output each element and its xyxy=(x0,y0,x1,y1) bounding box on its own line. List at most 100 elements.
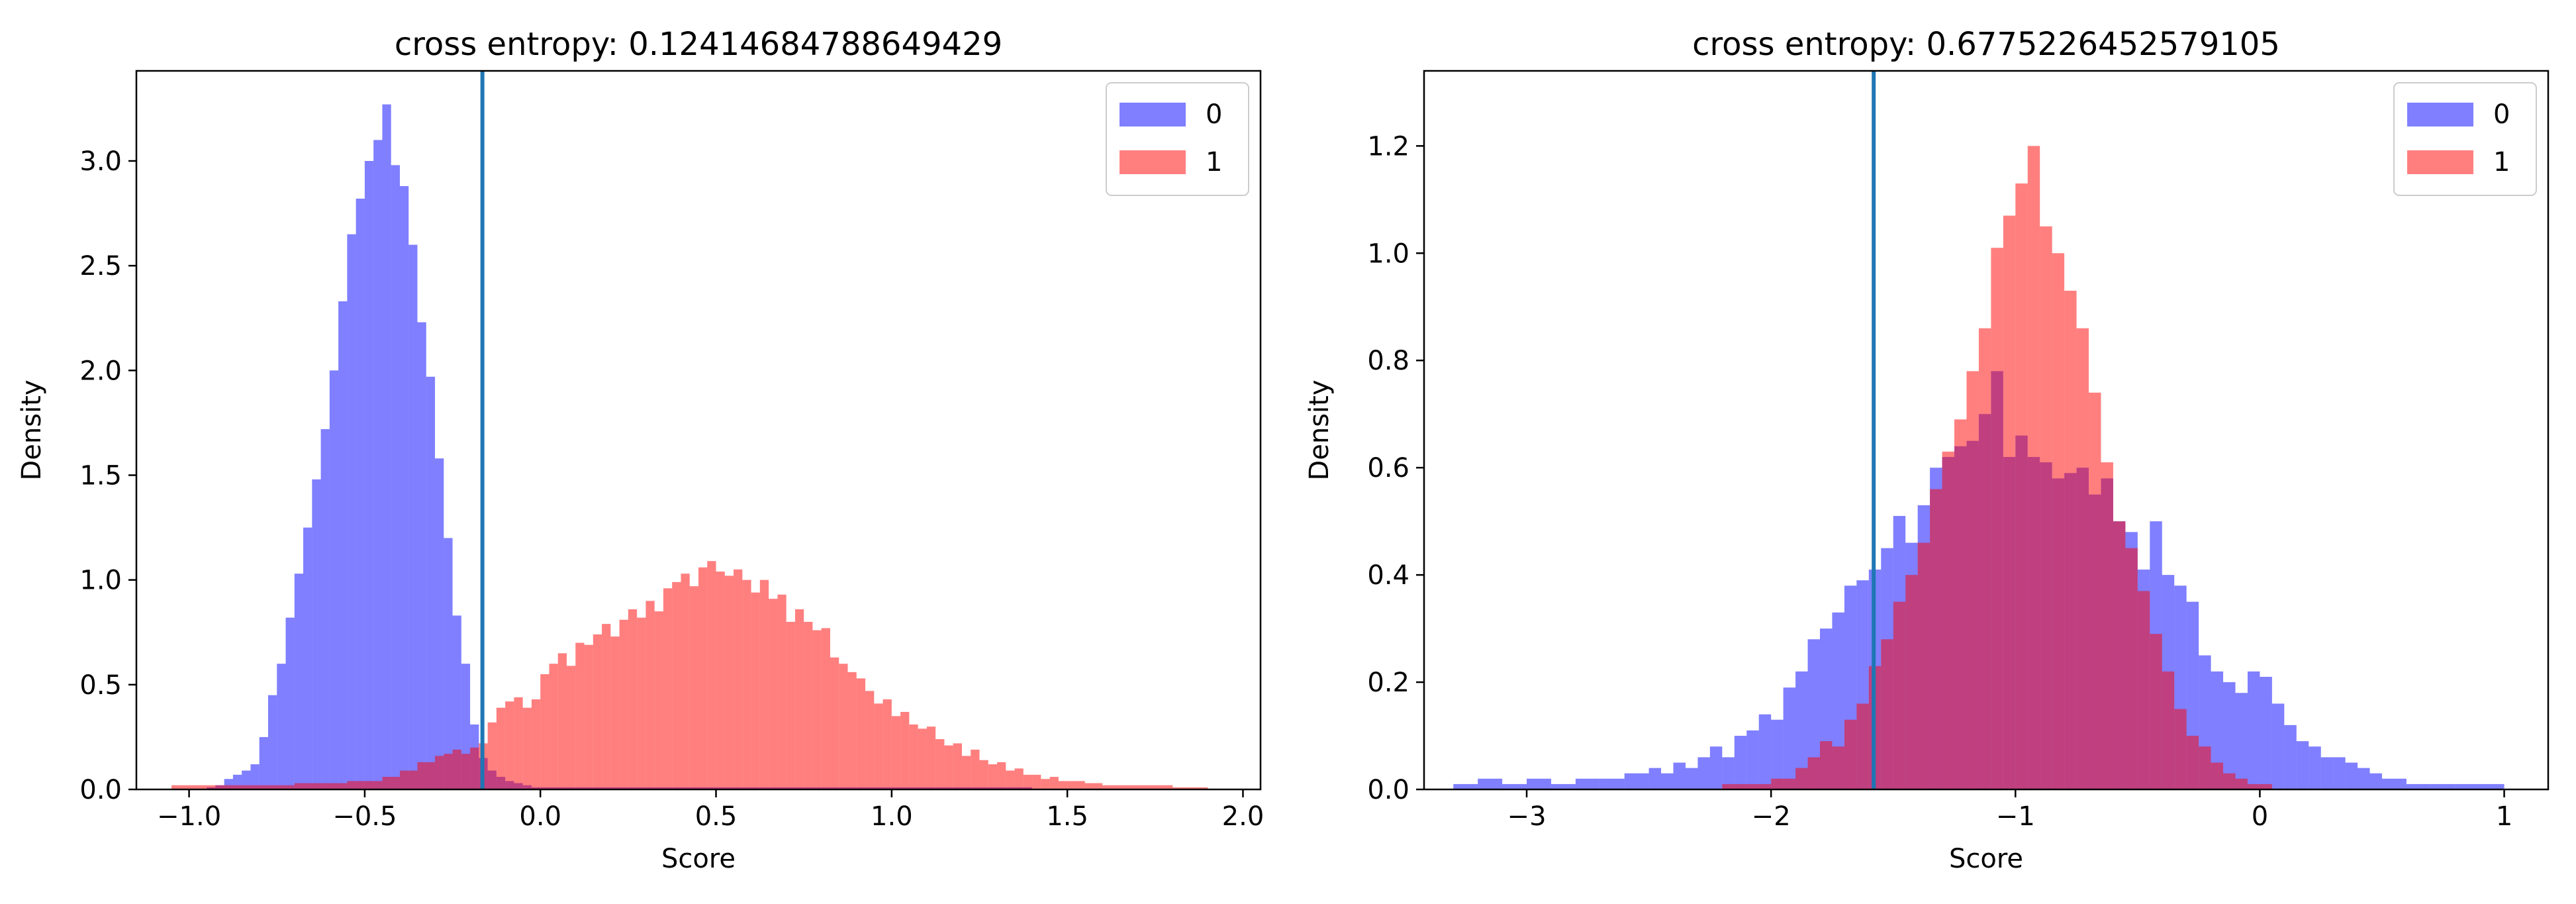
histogram-bar xyxy=(909,724,918,789)
histogram-bar xyxy=(1734,736,1747,789)
histogram-bar xyxy=(2003,215,2016,790)
histogram-bar xyxy=(285,617,295,789)
histogram-bar xyxy=(883,699,892,789)
histogram-bar xyxy=(435,458,444,789)
histogram-bar xyxy=(1991,248,2003,789)
histogram-bar xyxy=(1049,777,1059,789)
histogram-bar xyxy=(259,736,268,789)
legend-swatch xyxy=(1120,150,1186,174)
histogram-bar xyxy=(734,569,743,789)
histogram-bar xyxy=(408,244,418,789)
histogram-bar xyxy=(856,678,866,789)
histogram-bar xyxy=(1624,773,1649,789)
histogram-bar xyxy=(1032,774,1041,789)
histogram-bar xyxy=(681,574,690,789)
y-tick-label: 0.0 xyxy=(79,775,122,805)
histogram-bar xyxy=(1172,787,1208,789)
histogram-bar xyxy=(786,621,795,789)
histogram-bar xyxy=(294,783,348,789)
histogram-bar xyxy=(637,617,646,789)
histogram-bar xyxy=(1722,757,1735,789)
histogram-bar xyxy=(593,634,602,789)
histogram-bar xyxy=(417,762,436,789)
histogram-bar xyxy=(2358,768,2370,789)
x-axis-label: Score xyxy=(1949,844,2023,874)
series-0-bars xyxy=(207,104,1033,790)
histogram-bar xyxy=(2235,693,2248,789)
histogram-bar xyxy=(1661,773,1674,789)
histogram-bar xyxy=(602,624,611,789)
histogram-bar xyxy=(1527,778,1551,789)
y-tick-label: 0.4 xyxy=(1367,560,1409,591)
y-tick-label: 1.2 xyxy=(1367,131,1409,162)
histogram-bar xyxy=(426,376,436,789)
histogram-bar xyxy=(505,701,514,789)
histogram-bar xyxy=(391,165,400,790)
x-tick-label: 0.0 xyxy=(519,801,561,832)
legend-swatch xyxy=(2407,150,2473,174)
histogram-bar xyxy=(2174,709,2187,789)
x-tick-label: 1 xyxy=(2496,801,2512,832)
histogram-bar xyxy=(2260,676,2272,789)
histogram-bar xyxy=(865,691,875,789)
histogram-bar xyxy=(2247,783,2272,789)
histogram-bar xyxy=(399,185,409,789)
histogram-bar xyxy=(2235,778,2248,789)
histogram-bar xyxy=(347,234,356,789)
histogram-bar xyxy=(2333,757,2346,789)
x-tick-label: −1 xyxy=(1996,801,2035,832)
histogram-bar xyxy=(654,611,663,789)
histogram-bar xyxy=(1120,785,1173,789)
histogram-bar xyxy=(645,601,655,789)
histogram-bar xyxy=(698,567,708,789)
histogram-bar xyxy=(1856,703,1869,789)
x-tick-label: 1.5 xyxy=(1046,801,1088,832)
legend-label: 0 xyxy=(1206,99,1222,130)
histogram-bar xyxy=(961,756,971,789)
y-axis-label: Density xyxy=(17,379,47,480)
histogram-bar xyxy=(356,198,365,789)
histogram-bar xyxy=(2223,773,2236,789)
histogram-bar xyxy=(2247,671,2260,789)
histogram-bar xyxy=(2076,328,2089,789)
series-1-bars xyxy=(171,561,1208,789)
histogram-bar xyxy=(2211,762,2224,789)
histogram-bar xyxy=(2113,521,2126,789)
x-tick-label: −1.0 xyxy=(157,801,221,832)
x-axis-label: Score xyxy=(661,844,736,874)
histogram-bar xyxy=(944,745,953,789)
histogram-bar xyxy=(918,728,927,789)
histogram-bar xyxy=(1502,783,1527,789)
histogram-bar xyxy=(1023,774,1033,789)
histogram-bar xyxy=(1795,768,1808,789)
histogram-bar xyxy=(1942,451,1955,789)
x-tick-label: −3 xyxy=(1507,801,1547,832)
histogram-bar xyxy=(399,770,418,789)
histogram-bar xyxy=(531,699,541,789)
histogram-bar xyxy=(1807,757,1820,789)
x-tick-label: 0.5 xyxy=(695,801,738,832)
histogram-bar xyxy=(2015,183,2028,789)
histogram-bar xyxy=(759,579,769,789)
histogram-bar xyxy=(830,657,839,789)
axes-frame xyxy=(1423,70,2550,791)
histogram-bar xyxy=(724,576,734,789)
histogram-bar xyxy=(1783,687,1796,789)
histogram-bar xyxy=(540,674,549,789)
series-1-bars xyxy=(1722,146,2272,790)
x-tick-label: 0 xyxy=(2252,801,2268,832)
histogram-bar xyxy=(1673,762,1686,789)
histogram-bar xyxy=(2211,671,2224,789)
legend-label: 1 xyxy=(1206,147,1222,177)
histogram-bar xyxy=(470,747,479,789)
histogram-bar xyxy=(2040,226,2052,789)
y-tick-label: 1.0 xyxy=(79,566,122,596)
histogram-bar xyxy=(1102,785,1120,789)
histogram-bar xyxy=(935,739,945,789)
histogram-bar xyxy=(1722,783,1772,789)
histogram-bar xyxy=(2284,725,2297,789)
histogram-bar xyxy=(514,697,523,789)
histogram-bar xyxy=(557,653,567,789)
